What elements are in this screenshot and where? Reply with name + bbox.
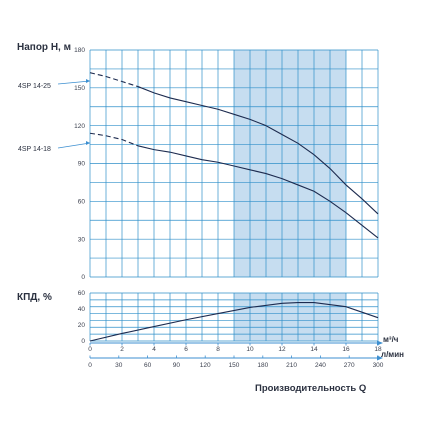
flow-axes: 0 2 4 6 8 10 12 14 16 180 30 60 90 120 150 180 210 240 270…	[88, 340, 384, 369]
head-y-tick-label: 120	[74, 123, 85, 130]
x-tick-label-primary: 14	[310, 346, 318, 353]
eff-curve-1-line	[89, 302, 379, 342]
x-tick-label-primary: 12	[278, 346, 286, 353]
series-pointer-arrowhead	[86, 79, 90, 83]
x-tick-label-secondary: 150	[229, 362, 240, 369]
series-pointer-arrowhead	[86, 141, 90, 145]
x-tick-label-primary: 8	[216, 346, 220, 353]
head-chart-title: Напор H, м	[17, 42, 71, 53]
series-pointer-4sp-14-25	[57, 80, 91, 85]
x-tick-label-secondary: 120	[200, 362, 211, 369]
x-tick-label-secondary: 270	[344, 362, 355, 369]
head-curve-1-dashed-segment	[89, 72, 139, 88]
head-y-tick-label: 180	[74, 47, 85, 54]
x-tick-label-secondary: 0	[88, 362, 92, 369]
head-y-tick-label: 60	[78, 199, 86, 206]
x-tick-label-primary: 0	[88, 346, 92, 353]
x-tick-label-secondary: 300	[373, 362, 384, 369]
x-axis-secondary-arrowhead	[377, 355, 383, 361]
x-tick-label-secondary: 30	[115, 362, 123, 369]
eff-y-tick-label: 0	[81, 338, 85, 345]
x-unit-primary: м³/ч	[383, 335, 399, 344]
head-curve-2-solid-segment	[137, 145, 379, 239]
x-tick-label-primary: 2	[120, 346, 124, 353]
x-tick-label-secondary: 180	[257, 362, 268, 369]
series-pointer-4sp-14-18	[57, 142, 91, 149]
x-tick-label-primary: 6	[184, 346, 188, 353]
efficiency-chart-title: КПД, %	[17, 292, 52, 303]
head-y-tick-label: 0	[81, 274, 85, 281]
head-y-tick-label: 150	[74, 85, 85, 92]
head-y-tick-label: 30	[78, 236, 86, 243]
eff-y-tick-label: 20	[78, 322, 86, 329]
x-tick-label-primary: 10	[246, 346, 254, 353]
eff-y-tick-label: 40	[78, 306, 86, 313]
x-unit-secondary: л/мин	[381, 350, 404, 359]
head-chart-panel: 0 30 60 90 120 150 180	[57, 47, 379, 281]
x-tick-label-primary: 18	[374, 346, 382, 353]
x-tick-label-primary: 16	[342, 346, 350, 353]
x-axis-title: Производительность Q	[255, 383, 366, 394]
head-y-tick-label: 90	[78, 161, 86, 168]
x-tick-label-secondary: 240	[315, 362, 326, 369]
head-curve-2-dashed-segment	[89, 132, 139, 147]
x-tick-label-secondary: 60	[144, 362, 152, 369]
x-axis-primary-arrowhead	[377, 340, 383, 346]
x-tick-label-secondary: 90	[173, 362, 181, 369]
series-label-4sp-14-18: 4SP 14-18	[18, 146, 51, 153]
efficiency-chart-panel: 0 20 40 60	[78, 290, 379, 345]
head-curve-1-solid-segment	[137, 86, 379, 215]
series-label-4sp-14-25: 4SP 14-25	[18, 83, 51, 90]
x-tick-label-primary: 4	[152, 346, 156, 353]
x-tick-label-secondary: 210	[286, 362, 297, 369]
eff-y-tick-label: 60	[78, 290, 86, 297]
eff-highlight-band	[234, 293, 346, 341]
